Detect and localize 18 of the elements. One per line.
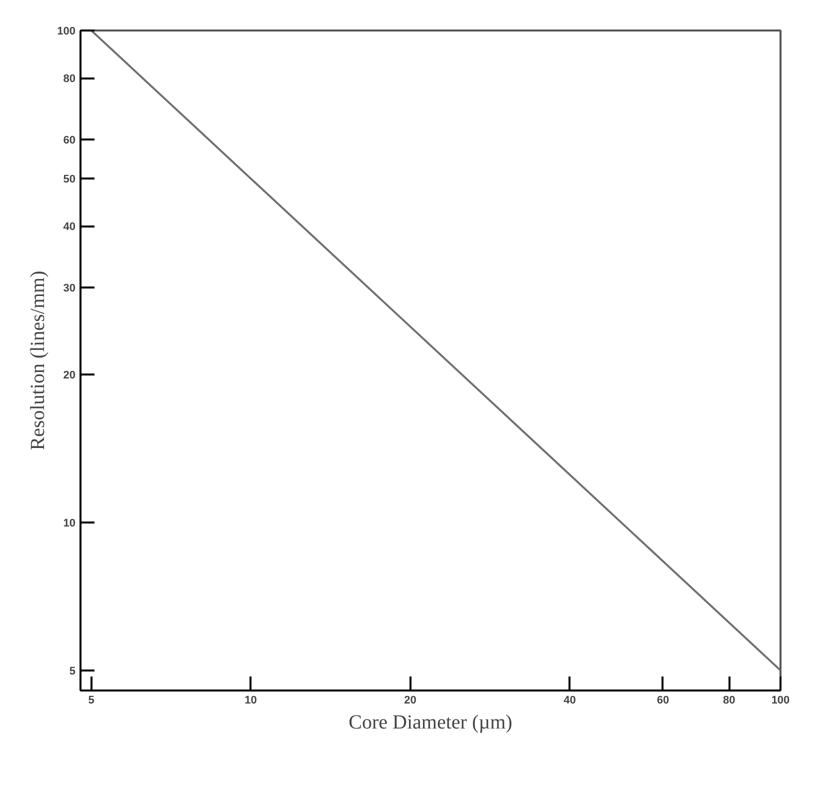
x-tick-label: 60 [656, 694, 670, 706]
y-tick-label: 60 [63, 134, 76, 147]
y-tick-label: 50 [63, 174, 76, 186]
x-tick-label: 100 [771, 694, 790, 706]
x-axis-title: Core Diameter (µm) [348, 712, 512, 734]
y-tick-label: 10 [63, 517, 76, 530]
y-tick-label: 5 [69, 665, 76, 678]
y-tick-label: 20 [63, 369, 76, 382]
y-tick-label: 40 [63, 221, 76, 234]
y-tick-label: 100 [57, 26, 76, 38]
x-tick-label: 20 [404, 694, 416, 706]
y-tick-label: 30 [63, 282, 76, 295]
y-tick-label: 80 [63, 73, 76, 86]
y-axis-title: Resolution (lines/mm) [27, 270, 50, 450]
x-tick-label: 5 [88, 694, 94, 706]
x-tick-label: 10 [244, 694, 257, 706]
x-tick-label: 40 [564, 694, 576, 706]
x-tick-label: 80 [723, 694, 736, 706]
